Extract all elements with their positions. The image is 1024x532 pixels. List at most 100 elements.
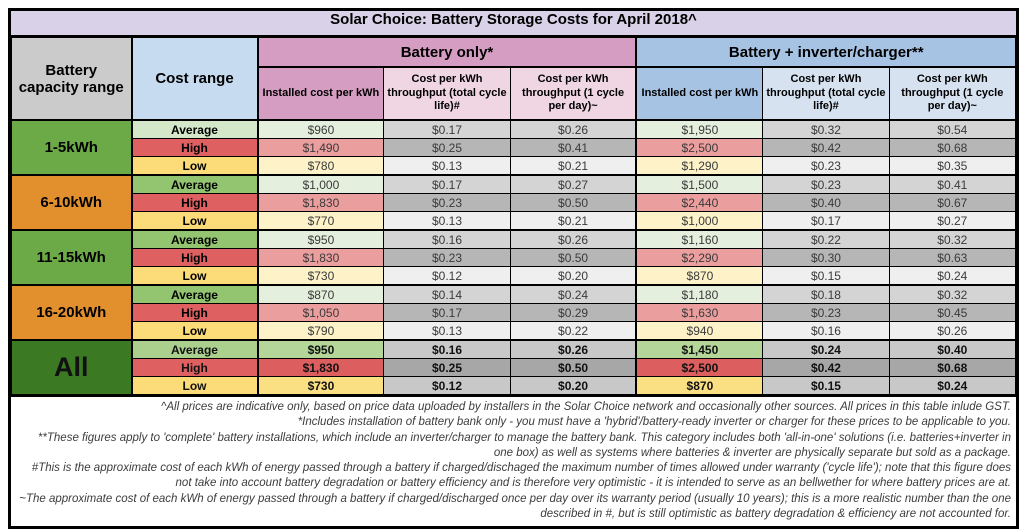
value-cell: $2,440 — [635, 193, 764, 212]
value-cell: $2,290 — [635, 248, 764, 267]
subheader-bi-cycle-life: Cost per kWh throughput (total cycle lif… — [762, 66, 890, 121]
value-cell: $0.17 — [383, 303, 511, 322]
capacity-cell: 11-15kWh — [11, 229, 132, 286]
value-cell: $0.26 — [509, 119, 637, 139]
value-cell: $2,500 — [635, 138, 764, 157]
value-cell: $1,000 — [635, 211, 764, 231]
value-cell: $0.40 — [888, 339, 1017, 359]
value-cell: $0.30 — [762, 248, 890, 267]
value-cell: $0.32 — [762, 119, 890, 139]
cost-range-label: High — [130, 138, 258, 157]
value-cell: $0.12 — [383, 266, 511, 286]
footnote-daily-cycle: ~The approximate cost of each kWh of ene… — [19, 492, 1011, 520]
value-cell: $0.21 — [509, 156, 637, 176]
value-cell: $0.15 — [762, 376, 890, 395]
cost-range-label: High — [130, 358, 258, 377]
value-cell: $0.42 — [762, 358, 890, 377]
value-cell: $730 — [256, 266, 385, 286]
cost-range-label: Low — [130, 376, 258, 395]
header-cost-range: Cost range — [130, 37, 258, 121]
value-cell: $1,450 — [635, 339, 764, 359]
value-cell: $1,490 — [256, 138, 385, 157]
subheader-bo-cycle-life: Cost per kWh throughput (total cycle lif… — [383, 66, 511, 121]
value-cell: $0.15 — [762, 266, 890, 286]
value-cell: $1,830 — [256, 248, 385, 267]
capacity-cell: 16-20kWh — [11, 284, 132, 341]
value-cell: $0.14 — [383, 284, 511, 304]
value-cell: $870 — [256, 284, 385, 304]
cost-range-label: Average — [130, 174, 258, 194]
cost-range-label: Average — [130, 119, 258, 139]
value-cell: $0.17 — [383, 119, 511, 139]
value-cell: $0.13 — [383, 321, 511, 341]
capacity-cell: 1-5kWh — [11, 119, 132, 176]
value-cell: $1,500 — [635, 174, 764, 194]
value-cell: $0.45 — [888, 303, 1017, 322]
value-cell: $0.21 — [509, 211, 637, 231]
value-cell: $1,050 — [256, 303, 385, 322]
footnote-prices: ^All prices are indicative only, based o… — [160, 401, 1011, 413]
value-cell: $0.40 — [762, 193, 890, 212]
table-title: Solar Choice: Battery Storage Costs for … — [11, 11, 1016, 37]
value-cell: $0.25 — [383, 358, 511, 377]
value-cell: $2,500 — [635, 358, 764, 377]
value-cell: $0.17 — [762, 211, 890, 231]
value-cell: $0.22 — [509, 321, 637, 341]
value-cell: $0.20 — [509, 376, 637, 395]
table-body: 1-5kWh Average $960 $0.17 $0.26 $1,950 $0.32 $0… — [11, 119, 1017, 395]
value-cell: $0.24 — [888, 376, 1017, 395]
capacity-cell: All — [11, 339, 132, 395]
value-cell: $0.50 — [509, 358, 637, 377]
cost-range-label: Low — [130, 321, 258, 341]
value-cell: $0.24 — [509, 284, 637, 304]
value-cell: $0.26 — [509, 229, 637, 249]
cost-range-label: Low — [130, 211, 258, 231]
value-cell: $0.23 — [383, 193, 511, 212]
value-cell: $0.29 — [509, 303, 637, 322]
value-cell: $0.24 — [888, 266, 1017, 286]
cost-range-label: Low — [130, 156, 258, 176]
value-cell: $950 — [256, 339, 385, 359]
value-cell: $0.23 — [762, 303, 890, 322]
value-cell: $0.68 — [888, 358, 1017, 377]
cost-range-label: Average — [130, 284, 258, 304]
value-cell: $0.27 — [888, 211, 1017, 231]
cost-table: Battery capacity range Cost range Batter… — [11, 37, 1017, 395]
cost-range-label: High — [130, 193, 258, 212]
footnote-complete-install: **These figures apply to 'complete' batt… — [37, 431, 1011, 459]
value-cell: $0.12 — [383, 376, 511, 395]
value-cell: $1,950 — [635, 119, 764, 139]
capacity-cell: 6-10kWh — [11, 174, 132, 231]
value-cell: $1,830 — [256, 193, 385, 212]
value-cell: $0.18 — [762, 284, 890, 304]
value-cell: $0.13 — [383, 211, 511, 231]
value-cell: $0.22 — [762, 229, 890, 249]
value-cell: $0.25 — [383, 138, 511, 157]
footnotes: ^All prices are indicative only, based o… — [11, 395, 1016, 527]
value-cell: $0.23 — [762, 174, 890, 194]
value-cell: $0.50 — [509, 248, 637, 267]
value-cell: $0.41 — [509, 138, 637, 157]
cost-range-label: Low — [130, 266, 258, 286]
header-group-battery-inverter: Battery + inverter/charger** — [635, 37, 1017, 68]
subheader-bi-installed: Installed cost per kWh — [635, 66, 764, 121]
value-cell: $0.16 — [383, 339, 511, 359]
cost-range-label: High — [130, 303, 258, 322]
value-cell: $0.16 — [762, 321, 890, 341]
value-cell: $0.41 — [888, 174, 1017, 194]
table-header: Battery capacity range Cost range Batter… — [11, 37, 1017, 121]
value-cell: $1,180 — [635, 284, 764, 304]
cost-range-label: Average — [130, 339, 258, 359]
footnote-battery-only: *Includes installation of battery bank o… — [297, 416, 1011, 429]
value-cell: $0.26 — [888, 321, 1017, 341]
value-cell: $0.32 — [888, 284, 1017, 304]
value-cell: $0.17 — [383, 174, 511, 194]
value-cell: $0.20 — [509, 266, 637, 286]
subheader-bi-daily: Cost per kWh throughput (1 cycle per day… — [888, 66, 1017, 121]
value-cell: $0.23 — [383, 248, 511, 267]
value-cell: $0.68 — [888, 138, 1017, 157]
subheader-bo-daily: Cost per kWh throughput (1 cycle per day… — [509, 66, 637, 121]
value-cell: $1,290 — [635, 156, 764, 176]
value-cell: $1,160 — [635, 229, 764, 249]
value-cell: $0.13 — [383, 156, 511, 176]
